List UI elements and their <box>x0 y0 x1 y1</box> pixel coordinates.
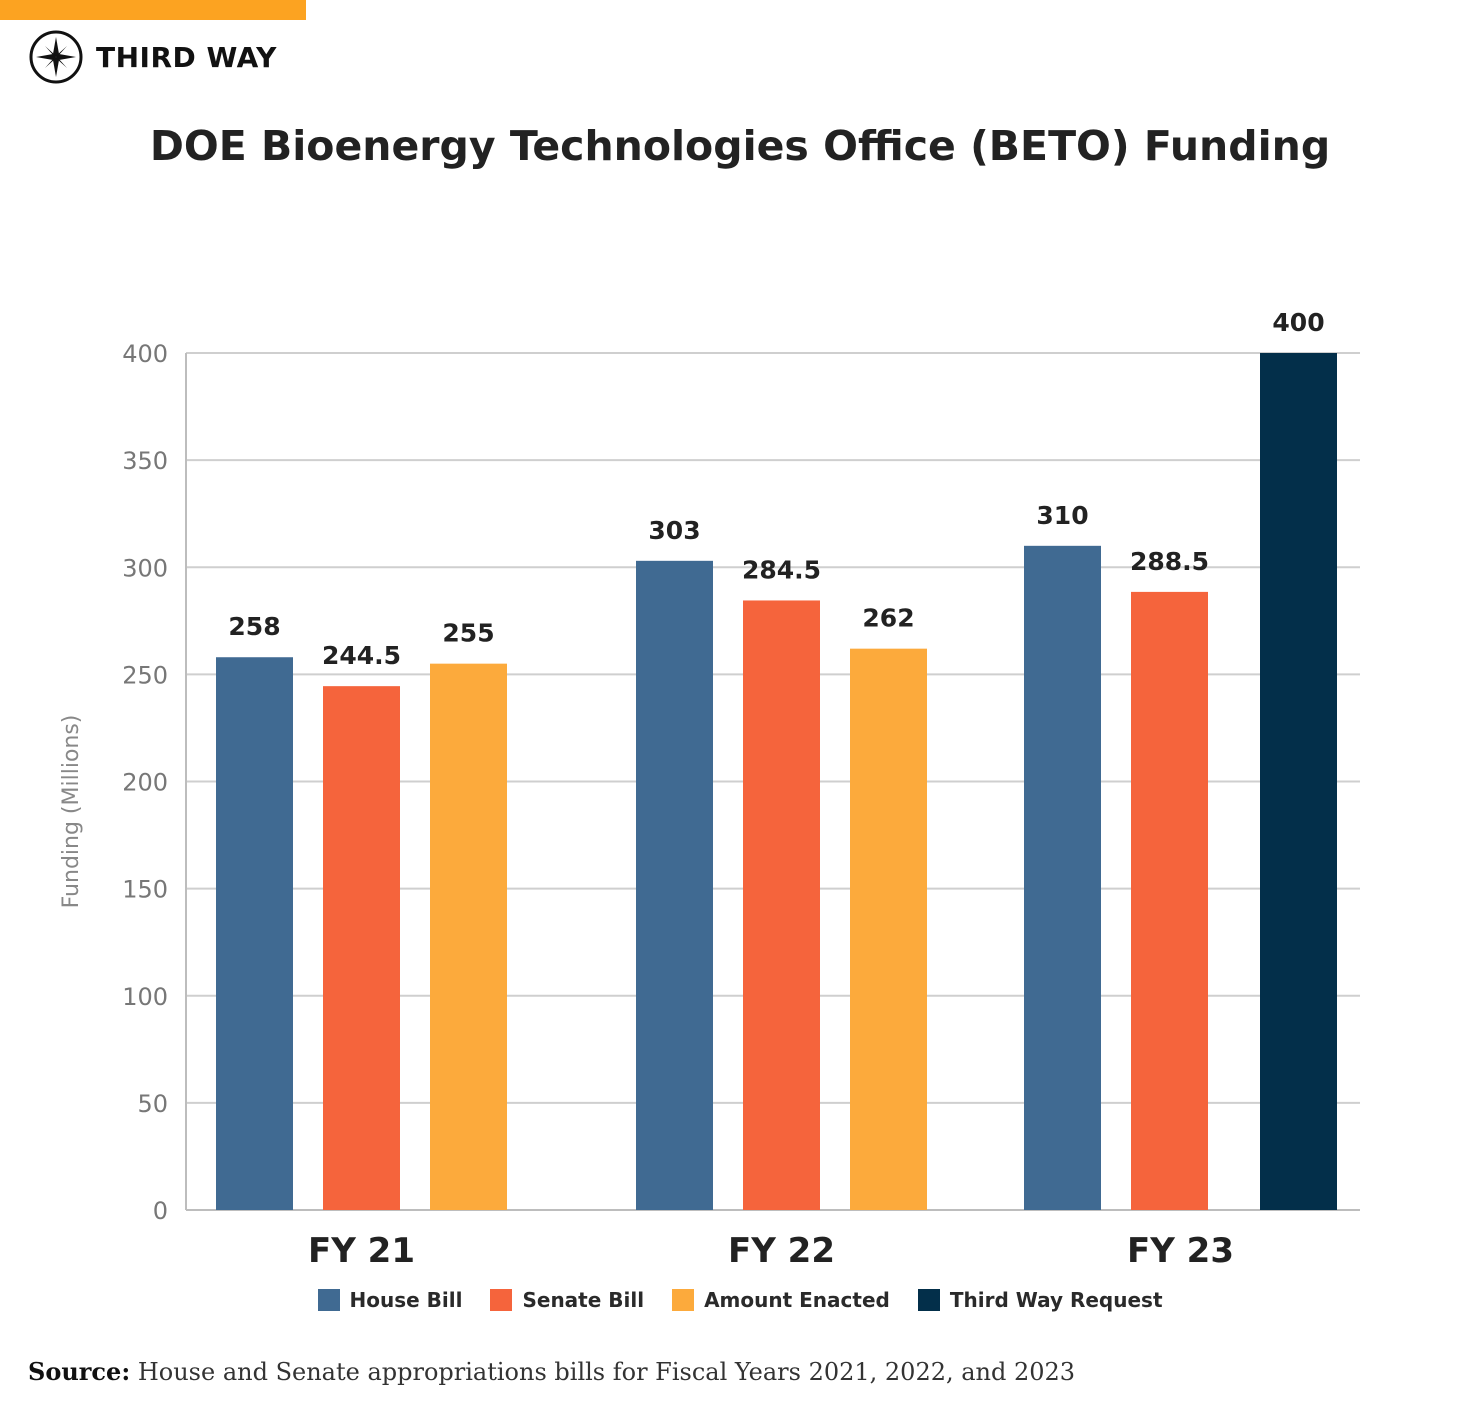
source-text: House and Senate appropriations bills fo… <box>137 1358 1076 1386</box>
legend-swatch <box>917 1289 940 1311</box>
y-tick-label: 300 <box>122 554 168 582</box>
bar <box>430 663 507 1210</box>
brand-logo: THIRD WAY <box>28 29 277 85</box>
data-label: 288.5 <box>1130 547 1209 576</box>
bar <box>743 600 820 1210</box>
bar <box>1024 545 1101 1210</box>
x-category-label: FY 23 <box>1127 1231 1234 1271</box>
bar <box>636 560 713 1210</box>
bar <box>850 648 927 1210</box>
y-axis-label: Funding (Millions) <box>59 715 84 909</box>
legend-label: Amount Enacted <box>704 1288 890 1312</box>
legend-item: Senate Bill <box>490 1288 644 1312</box>
legend-swatch <box>672 1289 695 1311</box>
data-label: 400 <box>1272 308 1324 337</box>
chart-legend: House Bill Senate Bill Amount Enacted Third… <box>0 1288 1480 1312</box>
data-label: 303 <box>648 516 700 545</box>
data-label: 258 <box>228 612 280 641</box>
bar-chart: 0 50 100 150 200 250 300 350 400 Funding (Million… <box>59 308 1360 1271</box>
x-category-label: FY 21 <box>308 1231 415 1271</box>
y-tick-label: 200 <box>122 769 168 797</box>
data-label: 262 <box>862 604 914 633</box>
data-label: 255 <box>442 619 494 648</box>
legend-label: Third Way Request <box>949 1288 1163 1312</box>
legend-item: Amount Enacted <box>672 1288 890 1312</box>
legend-swatch <box>490 1289 513 1311</box>
legend-label: House Bill <box>349 1288 463 1312</box>
data-label: 284.5 <box>742 555 821 584</box>
y-tick-label: 250 <box>122 661 168 689</box>
legend-label: Senate Bill <box>522 1288 645 1312</box>
source-note: Source: House and Senate appropriations … <box>28 1357 1075 1386</box>
x-category-label: FY 22 <box>728 1231 835 1271</box>
chart-title: DOE Bioenergy Technologies Office (BETO)… <box>149 122 1331 170</box>
source-label: Source: <box>28 1357 131 1386</box>
data-label: 310 <box>1036 501 1088 530</box>
y-tick-label: 400 <box>122 340 168 368</box>
y-tick-label: 100 <box>122 983 168 1011</box>
brand-name: THIRD WAY <box>96 40 277 74</box>
legend-item: Third Way Request <box>917 1288 1163 1312</box>
brand-accent-bar <box>0 0 306 20</box>
compass-icon <box>29 30 83 84</box>
bar <box>1131 591 1208 1210</box>
y-tick-label: 350 <box>122 447 168 475</box>
bar <box>216 657 293 1210</box>
y-tick-label: 150 <box>122 876 168 904</box>
legend-item: House Bill <box>317 1288 463 1312</box>
legend-swatch <box>317 1289 340 1311</box>
data-label: 244.5 <box>322 641 401 670</box>
y-tick-label: 0 <box>153 1197 168 1225</box>
y-tick-label: 50 <box>137 1090 168 1118</box>
bar <box>323 686 400 1210</box>
bar <box>1260 353 1337 1210</box>
